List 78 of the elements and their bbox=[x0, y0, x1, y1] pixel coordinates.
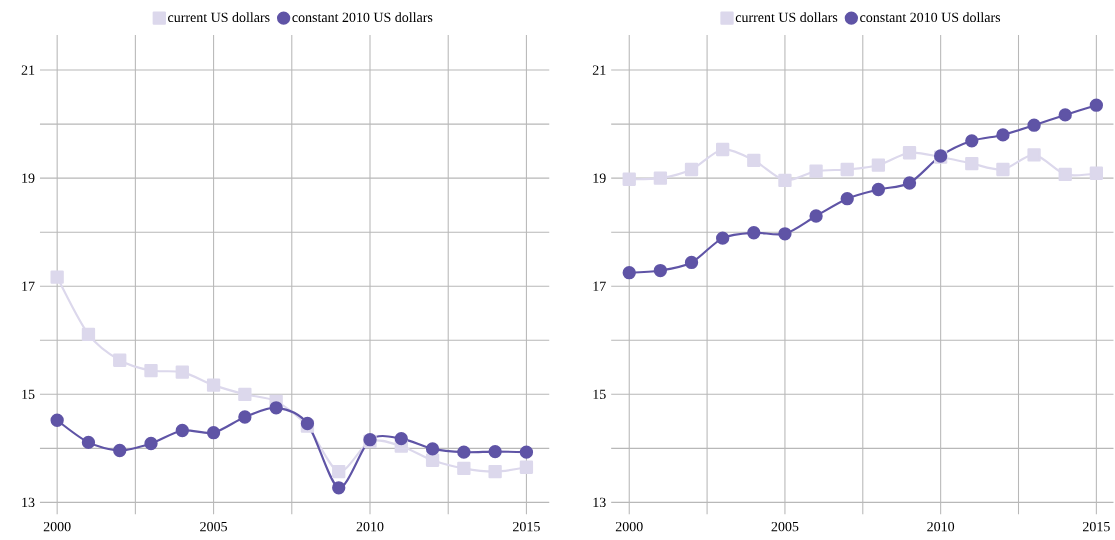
point bbox=[238, 387, 252, 401]
point bbox=[519, 445, 534, 459]
point bbox=[425, 442, 440, 456]
point bbox=[332, 481, 346, 495]
point bbox=[684, 255, 699, 269]
point bbox=[425, 453, 440, 467]
point bbox=[50, 413, 64, 427]
legend-label: constant 2010 US dollars bbox=[292, 12, 433, 22]
point bbox=[716, 142, 730, 157]
point bbox=[809, 164, 823, 178]
point bbox=[81, 327, 96, 341]
point bbox=[996, 162, 1010, 177]
point bbox=[519, 460, 534, 474]
point bbox=[840, 191, 854, 206]
y-tick-label: 19 bbox=[22, 173, 35, 183]
y-tick-label: 21 bbox=[592, 65, 606, 75]
point bbox=[238, 410, 252, 424]
point bbox=[332, 464, 346, 479]
point bbox=[81, 435, 96, 449]
legend-label: current US dollars bbox=[168, 12, 270, 22]
x-tick-label: 2005 bbox=[200, 521, 227, 532]
point bbox=[206, 378, 221, 392]
point bbox=[457, 445, 471, 459]
point bbox=[653, 171, 668, 185]
point bbox=[996, 128, 1010, 142]
point bbox=[747, 225, 761, 240]
point bbox=[113, 443, 127, 458]
y-tick-label: 17 bbox=[22, 281, 35, 291]
point bbox=[1027, 148, 1041, 162]
point bbox=[840, 162, 854, 177]
x-tick-label: 2015 bbox=[513, 521, 540, 532]
y-tick-label: 13 bbox=[22, 497, 35, 507]
point bbox=[965, 134, 979, 148]
x-tick-label: 2015 bbox=[1082, 521, 1110, 532]
point bbox=[1058, 167, 1072, 181]
point bbox=[206, 425, 221, 440]
point bbox=[965, 156, 979, 171]
point bbox=[902, 176, 917, 190]
x-tick-label: 2005 bbox=[771, 521, 799, 532]
y-tick-label: 19 bbox=[593, 173, 606, 183]
x-tick-label: 2000 bbox=[43, 521, 71, 532]
point bbox=[684, 162, 699, 177]
point bbox=[394, 431, 408, 446]
y-tick-label: 21 bbox=[21, 65, 35, 75]
y-tick-label: 17 bbox=[593, 281, 606, 291]
point bbox=[716, 231, 730, 245]
y-tick-label: 13 bbox=[593, 497, 606, 507]
x-tick-label: 2010 bbox=[356, 521, 384, 532]
x-tick-label: 2000 bbox=[615, 521, 643, 532]
point bbox=[653, 263, 668, 278]
point bbox=[175, 365, 189, 379]
point bbox=[871, 158, 886, 172]
point bbox=[778, 173, 792, 187]
point bbox=[871, 182, 886, 197]
point bbox=[1058, 108, 1072, 122]
point bbox=[778, 227, 792, 241]
point bbox=[747, 153, 761, 167]
point bbox=[488, 444, 502, 459]
y-tick-label: 15 bbox=[22, 389, 35, 399]
point bbox=[144, 436, 158, 451]
point bbox=[1089, 98, 1104, 112]
point bbox=[488, 464, 502, 479]
point bbox=[1089, 166, 1104, 180]
point bbox=[144, 363, 158, 378]
legend-label: constant 2010 US dollars bbox=[860, 12, 1001, 22]
legend-label: current US dollars bbox=[735, 12, 838, 22]
point bbox=[269, 401, 283, 415]
point bbox=[457, 461, 471, 475]
x-tick-label: 2010 bbox=[927, 521, 955, 532]
point bbox=[175, 423, 189, 438]
y-tick-label: 15 bbox=[593, 389, 606, 399]
point bbox=[809, 209, 823, 223]
point bbox=[622, 172, 636, 186]
point bbox=[50, 270, 64, 284]
point bbox=[902, 145, 917, 160]
point bbox=[113, 353, 127, 367]
point bbox=[622, 265, 636, 280]
point bbox=[1027, 118, 1041, 132]
